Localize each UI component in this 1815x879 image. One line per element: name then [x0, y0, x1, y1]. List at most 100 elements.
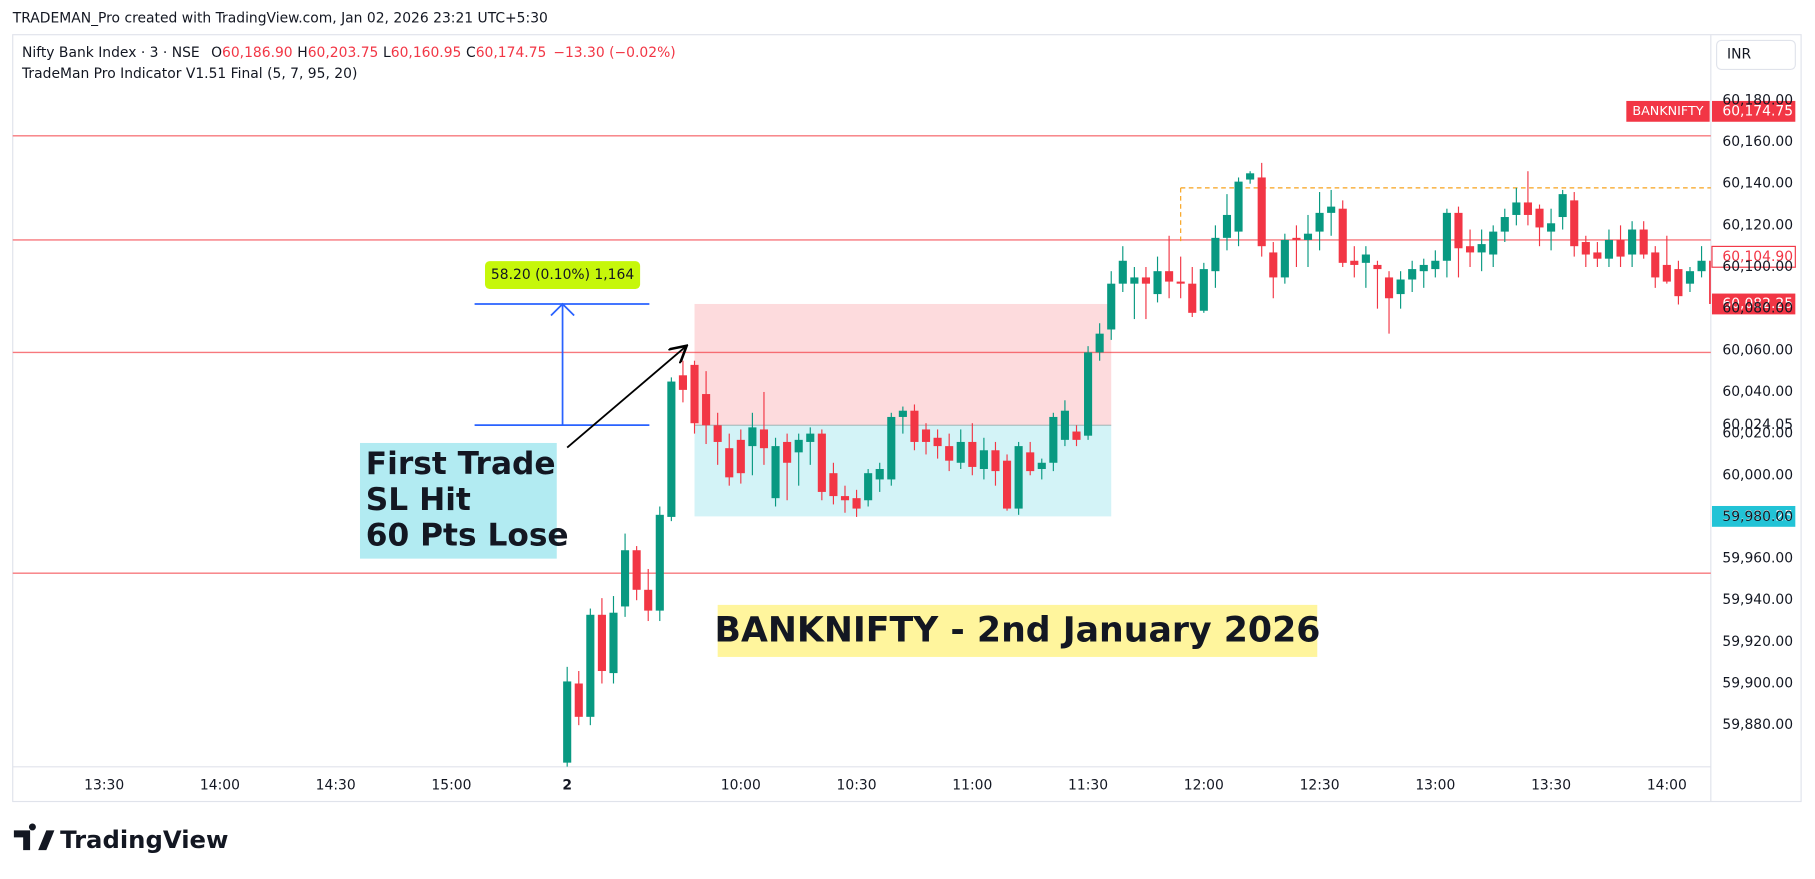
price-tag-bg [1711, 505, 1796, 527]
candle-body [725, 448, 734, 478]
candle-body [1107, 283, 1116, 330]
x-tick-label: 2 [562, 777, 572, 793]
candle-body [574, 683, 583, 717]
candle-body [736, 439, 745, 474]
candle-body [1384, 277, 1394, 299]
candle-body [1072, 431, 1081, 440]
candle-body [667, 381, 676, 517]
ohlc-value: 60,160.95 [391, 45, 462, 61]
y-tick-label: 60,020.00 [1722, 426, 1793, 442]
y-tick-label: 59,940.00 [1722, 592, 1793, 608]
ohlc-value: 60,203.75 [308, 45, 379, 61]
candle-body [1014, 446, 1023, 509]
candle-body [1512, 202, 1521, 215]
candle-body [1176, 281, 1185, 284]
pointer-arrow [566, 347, 685, 449]
change: −13.30 (−0.02%) [553, 45, 675, 61]
candle-body [702, 394, 711, 426]
ohlc-key: C [466, 45, 476, 61]
candle-body [1315, 212, 1324, 232]
x-tick-label: 14:00 [200, 777, 240, 793]
candle-body [1211, 237, 1220, 272]
note-line: First Trade [366, 446, 556, 482]
ohlc-key: H [297, 45, 307, 61]
y-tick-label: 59,900.00 [1722, 676, 1793, 692]
target-zone [694, 425, 1112, 517]
x-tick-label: 13:00 [1415, 777, 1455, 793]
candle-body [1084, 352, 1093, 436]
candle-body [910, 410, 919, 442]
candle-body [1327, 206, 1336, 213]
candle-body [678, 375, 687, 390]
candle-body [1049, 416, 1058, 463]
y-tick-label: 60,080.00 [1722, 301, 1793, 317]
y-tick-label: 59,960.00 [1722, 551, 1793, 567]
candle-body [1037, 462, 1046, 470]
candle-body [840, 496, 850, 501]
x-tick-label: 13:30 [1531, 777, 1571, 793]
candle-body [1257, 177, 1266, 247]
price-tag-bg [1711, 415, 1796, 435]
candle-body [1466, 246, 1475, 253]
ohlc-value: 60,186.90 [222, 45, 293, 61]
currency-button[interactable] [1716, 39, 1796, 70]
candle-body [748, 427, 757, 447]
logo-text: TradingView [60, 825, 228, 854]
ohlc-value: 60,174.75 [476, 45, 547, 61]
x-tick-label: 14:30 [316, 777, 356, 793]
candle-body [1454, 212, 1463, 249]
candle-body [1547, 223, 1556, 232]
price-tag-label: 59,980.25 [1722, 508, 1793, 524]
candle-body [1269, 252, 1278, 278]
price-tag-label: 60,104.90 [1722, 249, 1793, 265]
candle-body [644, 589, 653, 611]
y-tick-label: 60,160.00 [1722, 134, 1793, 150]
y-tick-label: 60,180.00 [1722, 92, 1793, 108]
candle-body [1523, 202, 1532, 215]
logo-mark [13, 823, 55, 851]
candle-body [783, 441, 792, 463]
measure-arrowhead [550, 302, 575, 317]
candle-body [1153, 271, 1162, 295]
y-tick-label: 60,140.00 [1722, 176, 1793, 192]
measure-label: 58.20 (0.10%) 1,164 [491, 267, 634, 283]
y-tick-label: 59,980.00 [1722, 509, 1793, 525]
candle-body [655, 514, 664, 611]
candle-body [1373, 264, 1382, 270]
candle-body [632, 550, 641, 590]
candle-body [887, 416, 896, 480]
candle-body [852, 498, 861, 509]
candle-body [1292, 237, 1301, 240]
candle-body [1431, 260, 1440, 270]
candle-body [1419, 264, 1428, 272]
x-tick-label: 12:00 [1184, 777, 1224, 793]
candle-body [1709, 260, 1711, 304]
candle-body [1118, 260, 1127, 284]
candle-body [1234, 181, 1243, 232]
candle-body [968, 441, 977, 467]
candle-body [1674, 269, 1683, 297]
candle-body [597, 614, 606, 672]
candle-body [864, 473, 873, 501]
price-tag-label: 60,024.05 [1722, 417, 1793, 433]
candle-body [875, 469, 884, 480]
candle-body [1002, 460, 1012, 509]
candle-body [945, 446, 954, 461]
candle-body [956, 441, 965, 463]
y-tick-label: 60,120.00 [1722, 217, 1793, 233]
y-tick-label: 60,040.00 [1722, 384, 1793, 400]
x-tick-label: 12:30 [1300, 777, 1340, 793]
candle-body [991, 450, 1000, 472]
candle-body [1060, 410, 1069, 440]
candle-body [1361, 254, 1370, 263]
candle-body [621, 550, 630, 607]
candle-body [1130, 277, 1139, 284]
candle-body [1535, 208, 1544, 228]
candle-body [1685, 271, 1695, 284]
y-tick-label: 59,880.00 [1722, 717, 1793, 733]
candle-body [1639, 229, 1648, 255]
banner-bg [717, 604, 1318, 657]
note-bg [359, 442, 557, 559]
